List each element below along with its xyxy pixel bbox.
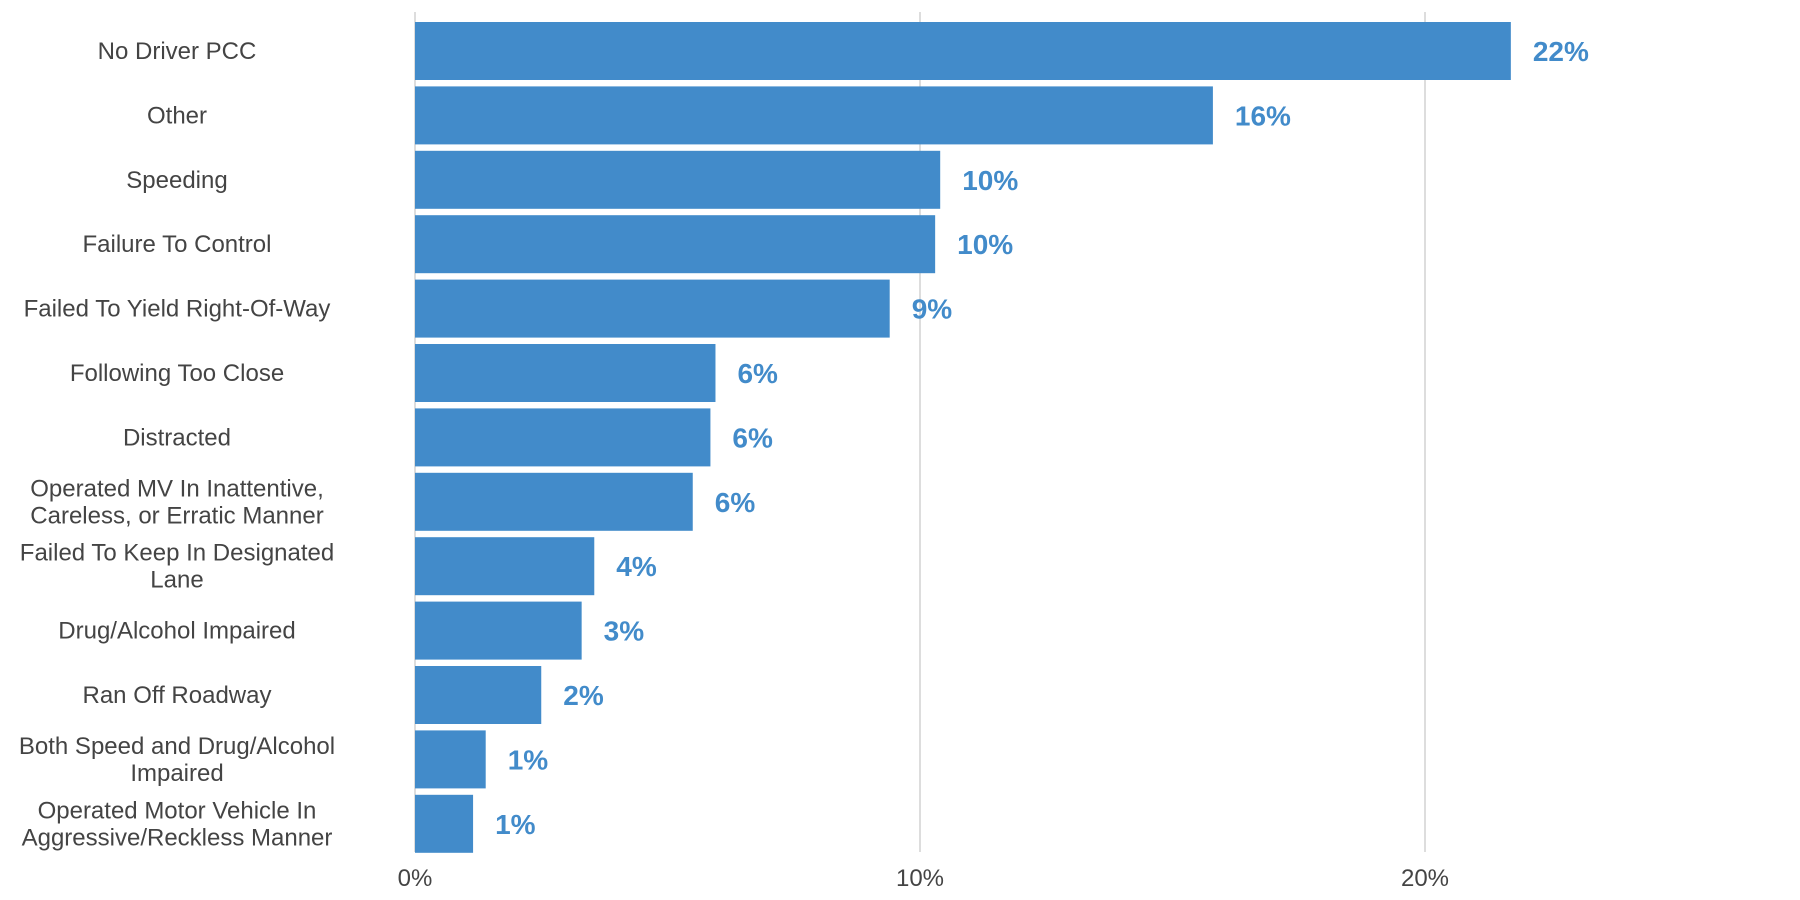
- category-label: Both Speed and Drug/Alcohol Impaired: [19, 733, 335, 787]
- category-label-line: Speeding: [126, 167, 227, 194]
- category-label-line: Aggressive/Reckless Manner: [22, 824, 333, 851]
- category-label-line: Careless, or Erratic Manner: [30, 502, 323, 529]
- data-label: 1%: [508, 744, 549, 775]
- category-label: Distracted: [123, 424, 231, 451]
- bar: [415, 730, 486, 789]
- category-label-line: Operated MV In Inattentive,: [30, 475, 324, 502]
- data-labels: 22% 16% 10% 10% 9% 6% 6% 6% 4% 3% 2% 1% 1%: [495, 36, 1589, 840]
- category-label-line: Lane: [150, 567, 203, 594]
- category-label-line: Following Too Close: [70, 360, 284, 387]
- category-label-line: Failed To Yield Right-Of-Way: [24, 296, 331, 323]
- bar: [415, 215, 936, 274]
- x-tick-label: 20%: [1401, 865, 1449, 892]
- data-label: 1%: [495, 809, 536, 840]
- x-tick-label: 10%: [896, 865, 944, 892]
- bar: [415, 537, 595, 596]
- category-label: Failed To Keep In Designated Lane: [20, 540, 334, 594]
- category-label-line: No Driver PCC: [98, 38, 257, 65]
- category-label-line: Failed To Keep In Designated: [20, 540, 334, 567]
- bar: [415, 22, 1511, 80]
- bar: [415, 279, 890, 338]
- category-label-line: Impaired: [130, 760, 223, 787]
- bar: [415, 666, 542, 724]
- bars: [415, 22, 1511, 853]
- bar: [415, 794, 474, 853]
- category-label: Drug/Alcohol Impaired: [58, 618, 295, 645]
- category-label-line: Drug/Alcohol Impaired: [58, 618, 295, 645]
- category-label-line: Operated Motor Vehicle In: [38, 797, 317, 824]
- category-label-line: Other: [147, 102, 207, 129]
- category-labels: No Driver PCC Other Speeding Failure To Con…: [19, 38, 335, 851]
- category-label: Following Too Close: [70, 360, 284, 387]
- category-label-line: Failure To Control: [83, 231, 272, 258]
- data-label: 10%: [957, 229, 1013, 260]
- category-label: Operated Motor Vehicle In Aggressive/Reck…: [22, 797, 333, 851]
- bar: [415, 86, 1213, 145]
- data-label: 6%: [715, 487, 756, 518]
- bar: [415, 408, 711, 467]
- data-label: 6%: [737, 358, 778, 389]
- data-label: 3%: [604, 616, 645, 647]
- category-label: No Driver PCC: [98, 38, 257, 65]
- category-label-line: Distracted: [123, 424, 231, 451]
- category-label-line: Ran Off Roadway: [83, 682, 272, 709]
- data-label: 9%: [912, 294, 953, 325]
- data-label: 6%: [732, 422, 773, 453]
- category-label: Ran Off Roadway: [83, 682, 272, 709]
- data-label: 22%: [1533, 36, 1589, 67]
- category-label-line: Both Speed and Drug/Alcohol: [19, 733, 335, 760]
- x-axis-tick-labels: 0% 10% 20%: [398, 865, 1449, 892]
- category-label: Speeding: [126, 167, 227, 194]
- data-label: 2%: [563, 680, 604, 711]
- bar: [415, 601, 582, 660]
- bar: [415, 150, 941, 209]
- category-label: Failure To Control: [83, 231, 272, 258]
- x-tick-label: 0%: [398, 865, 433, 892]
- data-label: 10%: [962, 165, 1018, 196]
- bar: [415, 472, 693, 531]
- category-label: Failed To Yield Right-Of-Way: [24, 296, 331, 323]
- data-label: 4%: [616, 551, 657, 582]
- category-label: Other: [147, 102, 207, 129]
- category-label: Operated MV In Inattentive, Careless, or …: [30, 475, 324, 529]
- data-label: 16%: [1235, 100, 1291, 131]
- bar: [415, 344, 716, 402]
